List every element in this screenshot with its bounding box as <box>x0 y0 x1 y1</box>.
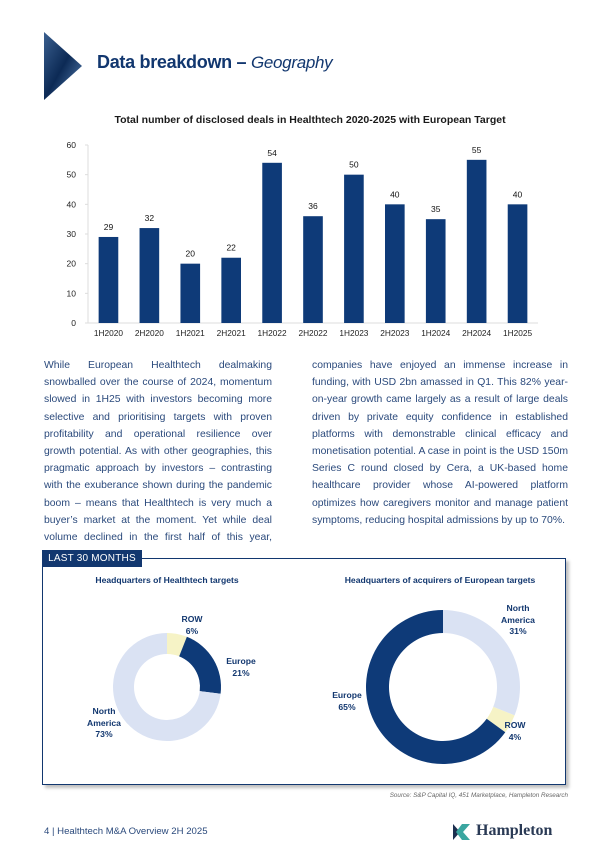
data-label: 50 <box>349 160 359 170</box>
x-tick-label: 1H2025 <box>503 328 532 338</box>
label-value: 4% <box>508 731 522 742</box>
label-value: 65% <box>338 701 356 712</box>
donut-segment <box>179 636 221 694</box>
data-label: 40 <box>513 189 523 199</box>
donut-segment <box>486 706 515 733</box>
header-graphic <box>44 32 82 100</box>
label-category: North America <box>501 603 535 625</box>
x-tick-label: 1H2024 <box>421 328 450 338</box>
donut-segment <box>167 633 187 657</box>
donut-segment <box>366 610 506 765</box>
logo-icon <box>453 824 470 840</box>
footer-text: 4 | Healthtech M&A Overview 2H 2025 <box>44 826 208 837</box>
y-tick-label: 60 <box>67 140 77 150</box>
data-label: 22 <box>226 243 236 253</box>
label-value: 73% <box>95 729 113 739</box>
bar <box>303 216 323 323</box>
x-tick-label: 1H2021 <box>176 328 205 338</box>
bar <box>507 204 528 323</box>
data-label: North America 31% <box>495 603 541 638</box>
y-tick-label: 50 <box>67 170 77 180</box>
bar-chart: Total number of disclosed deals in Healt… <box>67 114 538 338</box>
chart-title: Headquarters of acquirers of European ta… <box>344 575 536 585</box>
bar <box>139 228 160 323</box>
x-tick-label: 2H2023 <box>380 328 409 338</box>
x-tick-label: 1H2022 <box>258 328 287 338</box>
bar <box>98 236 119 323</box>
label-category: Europe <box>226 656 256 666</box>
bar <box>385 204 405 323</box>
x-tick-label: 2H2022 <box>298 328 327 338</box>
x-tick-label: 2H2024 <box>462 328 491 338</box>
label-value: 21% <box>232 667 250 678</box>
data-label: ROW 4% <box>492 720 538 743</box>
page-title: Data breakdown – Geography <box>97 52 333 73</box>
data-label: 20 <box>186 249 196 259</box>
chart-title: Total number of disclosed deals in Healt… <box>114 114 506 126</box>
label-value: 6% <box>185 625 199 636</box>
x-tick-label: 2H2020 <box>135 328 164 338</box>
data-label: ROW 6% <box>169 614 215 637</box>
panel-box <box>42 558 566 785</box>
logo: Hampleton <box>476 822 553 839</box>
data-label: Europe 21% <box>218 656 264 679</box>
title-text: Data breakdown – <box>97 52 247 72</box>
data-label: 35 <box>431 204 441 214</box>
data-label: 55 <box>472 145 482 155</box>
title-emphasis: Geography <box>250 53 333 72</box>
chart-title: Headquarters of Healthtech targets <box>95 575 239 585</box>
y-tick-label: 0 <box>71 318 76 328</box>
source-note: Source: S&P Capital IQ, 451 Marketplace,… <box>389 792 568 799</box>
x-tick-label: 1H2023 <box>339 328 368 338</box>
bar <box>344 174 364 323</box>
donut-segment <box>443 610 520 716</box>
data-label: 36 <box>308 201 318 211</box>
bar <box>466 159 487 323</box>
data-label: 29 <box>104 222 114 232</box>
bar <box>425 219 446 323</box>
data-label: 32 <box>145 213 155 223</box>
y-tick-label: 40 <box>67 199 77 209</box>
y-tick-label: 30 <box>67 229 77 239</box>
y-tick-label: 20 <box>67 259 77 269</box>
body-column: companies have enjoyed an immense increa… <box>312 360 568 526</box>
label-category: ROW <box>504 720 526 730</box>
bar <box>262 162 282 323</box>
donut-charts <box>113 610 520 765</box>
data-label: 54 <box>267 148 277 158</box>
data-label: 40 <box>390 189 400 199</box>
donut-segment <box>113 633 221 741</box>
label-category: Europe <box>332 690 362 700</box>
data-label: Europe 65% <box>324 690 370 713</box>
x-tick-label: 1H2020 <box>94 328 123 338</box>
label-value: 31% <box>509 626 527 636</box>
x-tick-label: 2H2021 <box>217 328 246 338</box>
y-tick-label: 10 <box>67 288 77 298</box>
label-category: ROW <box>181 614 203 624</box>
label-category: North America <box>87 706 121 728</box>
panel-tag: LAST 30 MONTHS <box>42 550 142 567</box>
bar <box>180 263 201 323</box>
bar <box>221 257 241 323</box>
data-label: North America 73% <box>81 706 127 741</box>
